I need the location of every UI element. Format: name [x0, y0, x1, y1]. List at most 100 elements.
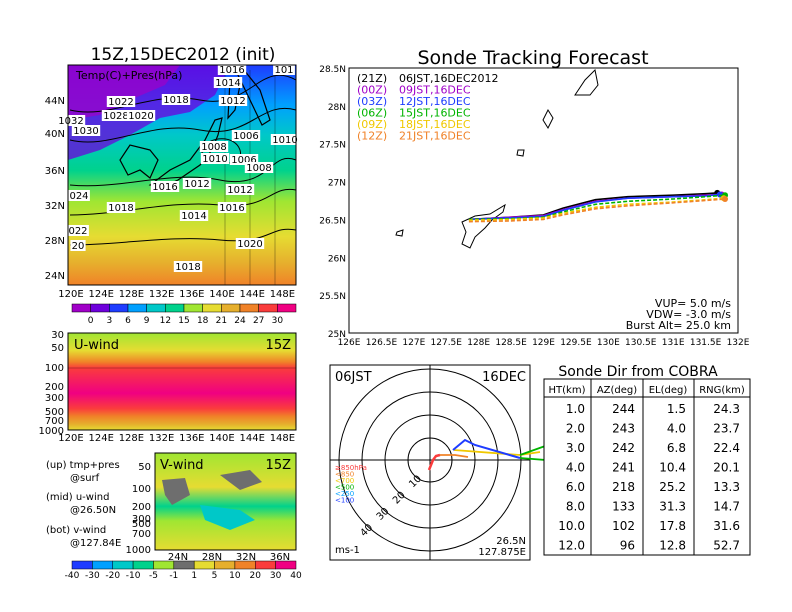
vwind-lat-labels: 24N 28N 32N 36N: [168, 552, 290, 563]
table-cell: 31.6: [713, 519, 740, 533]
isobar-label: 1032: [58, 116, 83, 127]
vwind-colorbar-swatch: [234, 560, 256, 570]
uwind-lon-label: 132E: [149, 433, 174, 444]
isobar-label: 1030: [73, 126, 98, 137]
coastlines: [119, 63, 271, 189]
isobar-label-bg: [67, 225, 89, 236]
table-cell: 31.3: [659, 500, 686, 514]
vwind-pressure-label: 50: [138, 462, 151, 473]
track-lon-label: 132E: [727, 338, 750, 348]
track-panel: Sonde Tracking Forecast 28.5N 28N 27.5N 27N…: [319, 47, 750, 348]
temp-colorbar-swatch: [183, 303, 203, 313]
isobar-label-bg: [217, 202, 247, 213]
isobar-label-bg: [106, 202, 136, 213]
isobar-label-bg: [182, 178, 212, 189]
isobar-label: 1018: [163, 95, 188, 106]
table-cell: 133: [612, 500, 635, 514]
isobar-label: 1018: [108, 203, 133, 214]
temp-colorbar-swatch: [71, 303, 91, 313]
track-lon-labels: 126E 126.5E 127E 127.5E 128E 128.5E 129E 129.5E…: [338, 338, 750, 348]
uwind-lon-labels: 120E 124E 128E 132E 136E 140E 144E 148E: [58, 433, 295, 444]
isobar-label: 1012: [220, 96, 245, 107]
isobar-label: 1010: [202, 154, 227, 165]
uwind-pressure-label: 300: [45, 393, 64, 404]
temp-colorbar-tick: 0: [88, 316, 94, 326]
isobar-label-bg: [161, 94, 191, 105]
table-cell: 96: [620, 539, 635, 553]
legend-note-mid-line2: @26.50N: [70, 505, 116, 516]
isobar-label: 1012: [184, 179, 209, 190]
temp-lon-label: 136E: [179, 289, 204, 300]
uwind-frame: [67, 332, 297, 431]
track-line: [468, 198, 726, 223]
vwind-pressure-label: 500: [132, 519, 151, 530]
track-legend-code: (00Z): [357, 84, 387, 97]
table-headers: HT(km) AZ(deg) EL(deg) RNG(km): [549, 385, 745, 396]
isobar-label-bg: [235, 238, 265, 249]
table-cell: 243: [612, 422, 635, 436]
vwind-colorbar-tick: 10: [229, 571, 241, 581]
isobar-label: 1020: [237, 239, 262, 250]
table-cell: 242: [612, 441, 635, 455]
uwind-pressure-label: 1000: [39, 426, 64, 437]
temp-lon-label: 144E: [239, 289, 264, 300]
polar-time-label: 06JST: [335, 370, 372, 385]
vwind-pressure-label: 300: [132, 514, 151, 525]
track-lon-label: 131E: [662, 338, 685, 348]
vwind-colorbar-swatch: [153, 560, 175, 570]
track-legend: (21Z) 06JST,16DEC2012 (00Z) 09JST,16DEC (03Z…: [357, 72, 499, 143]
legend-note-bot-line1: (bot) v-wind: [46, 525, 106, 536]
table-cell: 244: [612, 402, 635, 416]
track-lat-labels: 28.5N 28N 27.5N 27N 26.5N 26N 25.5N 25N: [319, 65, 346, 340]
temp-colorbar-swatch: [90, 303, 110, 313]
vwind-pressure-label: 700: [132, 529, 151, 540]
hodo-trace-100: [452, 438, 521, 459]
polar-location-lon: 127.875E: [478, 547, 526, 558]
temp-colorbar-tick: 27: [253, 316, 264, 326]
hodo-trace-700: [440, 454, 469, 458]
vwind-colorbar-swatch: [275, 560, 297, 570]
isobar-label-bg: [179, 210, 209, 221]
isobar-label-bg: [70, 240, 86, 251]
track-legend-code: (09Z): [357, 118, 387, 131]
track-lat-label: 25N: [328, 330, 346, 340]
vwind-colorbar-tick: 40: [290, 571, 302, 581]
isobar-label-bg: [56, 115, 86, 126]
track-lon-label: 130.5E: [625, 338, 657, 348]
vwind-pressure-label: 100: [132, 484, 151, 495]
vwind-colorbar-swatch: [214, 560, 236, 570]
vwind-colorbar-swatch: [173, 560, 195, 570]
legend-notes: (up) tmp+pres @surf (mid) u-wind @26.50N…: [46, 460, 121, 549]
table-cell: 22.4: [713, 441, 740, 455]
table-cell: 10.4: [659, 461, 686, 475]
temp-lon-label: 148E: [270, 289, 295, 300]
vwind-colorbar-swatch: [193, 560, 215, 570]
vwind-colorbar-swatch: [132, 560, 154, 570]
track-lat-label: 26N: [328, 254, 346, 264]
temp-lon-labels: 120E 124E 128E 132E 136E 140E 144E 148E: [58, 289, 295, 300]
track-legend-code: (21Z): [357, 72, 387, 85]
temp-colorbar-tick: 24: [234, 316, 246, 326]
table-cell: 8.0: [566, 500, 585, 514]
isobar-label: 1008: [246, 163, 271, 174]
isobar-label-bg: [200, 153, 230, 164]
track-lon-label: 128.5E: [495, 338, 527, 348]
uwind-pressure-label: 100: [45, 363, 64, 374]
legend-note-bot-line2: @127.84E: [70, 538, 121, 549]
temp-colorbar-swatch: [258, 303, 278, 313]
vwind-colorbar-swatch: [112, 560, 134, 570]
vwind-lat-label: 36N: [270, 552, 290, 563]
temp-colorbar-tick: 21: [216, 316, 227, 326]
uwind-pressure-label: 50: [51, 343, 64, 354]
table-cell: 23.7: [713, 422, 740, 436]
isobar-label-bg: [229, 154, 259, 165]
track-lat-label: 28.5N: [319, 65, 346, 75]
track-legend-time: 18JST,16DEC: [399, 118, 471, 131]
uwind-lon-label: 128E: [119, 433, 144, 444]
temp-panel-label: Temp(C)+Pres(hPa): [75, 69, 182, 82]
track-lon-label: 128E: [467, 338, 490, 348]
